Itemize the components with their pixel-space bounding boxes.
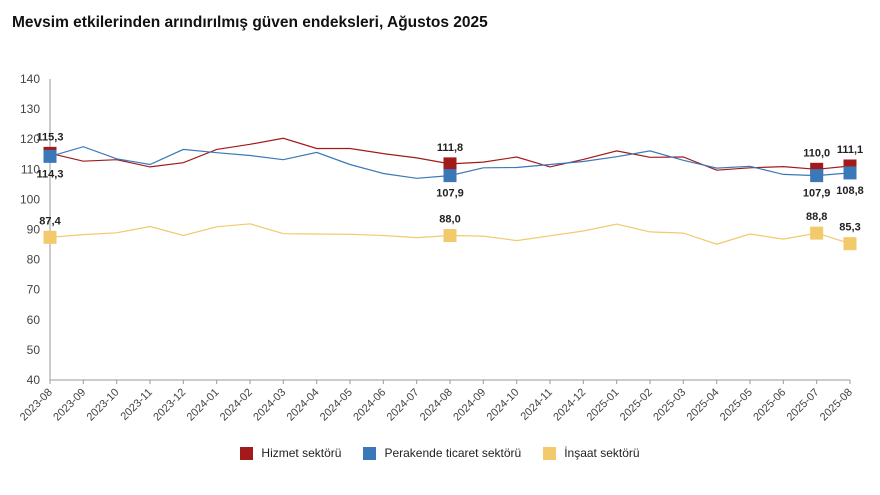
data-label: 85,3 bbox=[839, 222, 860, 234]
data-label: 111,1 bbox=[837, 144, 863, 156]
y-tick-label: 100 bbox=[20, 192, 40, 206]
x-tick-label: 2025-06 bbox=[751, 386, 788, 423]
x-tick-label: 2025-07 bbox=[785, 386, 822, 423]
data-label: 114,3 bbox=[37, 168, 64, 180]
data-label: 107,9 bbox=[436, 188, 464, 200]
data-marker-1 bbox=[43, 149, 57, 163]
data-marker-1 bbox=[843, 166, 857, 180]
x-tick-label: 2023-09 bbox=[51, 386, 88, 423]
y-tick-label: 80 bbox=[27, 253, 41, 267]
x-tick-label: 2024-03 bbox=[251, 386, 288, 423]
x-tick-label: 2024-02 bbox=[218, 386, 255, 423]
data-marker-2 bbox=[843, 237, 857, 251]
data-label: 110,0 bbox=[803, 147, 830, 159]
x-tick-label: 2025-05 bbox=[718, 386, 755, 423]
y-tick-label: 120 bbox=[20, 132, 40, 146]
data-label: 107,9 bbox=[803, 188, 831, 200]
x-tick-label: 2024-08 bbox=[418, 386, 455, 423]
legend-item-insaat[interactable]: İnşaat sektörü bbox=[543, 446, 640, 460]
data-label: 111,8 bbox=[437, 142, 463, 154]
x-tick-label: 2024-10 bbox=[485, 386, 522, 423]
data-marker-2 bbox=[443, 229, 457, 243]
x-tick-label: 2024-06 bbox=[351, 386, 388, 423]
data-marker-2 bbox=[43, 230, 57, 244]
x-tick-label: 2024-09 bbox=[451, 386, 488, 423]
x-tick-label: 2024-07 bbox=[385, 386, 422, 423]
y-tick-label: 50 bbox=[27, 343, 41, 357]
data-label: 108,8 bbox=[836, 185, 864, 197]
chart-legend: Hizmet sektörü Perakende ticaret sektörü… bbox=[0, 446, 880, 460]
legend-label-hizmet: Hizmet sektörü bbox=[261, 446, 342, 460]
data-label: 88,8 bbox=[806, 211, 827, 223]
data-marker-1 bbox=[810, 169, 824, 183]
legend-item-perakende[interactable]: Perakende ticaret sektörü bbox=[363, 446, 521, 460]
legend-swatch-hizmet bbox=[240, 446, 254, 460]
x-tick-label: 2023-10 bbox=[85, 386, 122, 423]
y-tick-label: 110 bbox=[21, 162, 40, 176]
x-tick-label: 2024-11 bbox=[518, 386, 554, 422]
legend-label-perakende: Perakende ticaret sektörü bbox=[384, 446, 522, 460]
x-tick-label: 2025-04 bbox=[685, 386, 722, 423]
line-chart: 40 50 60 70 80 90 100 110 120 130 140 2023-082023-0… bbox=[18, 72, 864, 423]
x-tick-label: 2025-08 bbox=[818, 386, 855, 423]
y-tick-label: 70 bbox=[27, 283, 41, 297]
legend-swatch-perakende bbox=[363, 446, 377, 460]
x-tick-label: 2024-12 bbox=[551, 386, 588, 423]
data-label: 115,3 bbox=[37, 131, 64, 143]
y-tick-label: 60 bbox=[27, 313, 41, 327]
data-label: 87,4 bbox=[39, 215, 61, 227]
x-tick-label: 2025-02 bbox=[618, 386, 655, 423]
x-tick-label: 2025-01 bbox=[585, 386, 622, 423]
data-marker-2 bbox=[810, 226, 824, 240]
legend-label-insaat: İnşaat sektörü bbox=[564, 446, 640, 460]
legend-item-hizmet[interactable]: Hizmet sektörü bbox=[240, 446, 341, 460]
data-marker-1 bbox=[443, 169, 457, 183]
x-tick-label: 2023-12 bbox=[151, 386, 188, 423]
x-tick-label: 2025-03 bbox=[651, 386, 688, 423]
y-tick-label: 90 bbox=[27, 223, 41, 237]
legend-swatch-insaat bbox=[543, 446, 557, 460]
x-tick-label: 2024-04 bbox=[285, 386, 322, 423]
data-label: 88,0 bbox=[439, 214, 460, 226]
y-tick-label: 40 bbox=[27, 373, 41, 387]
chart-title: Mevsim etkilerinden arındırılmış güven e… bbox=[12, 14, 488, 31]
x-tick-label: 2023-08 bbox=[18, 386, 55, 423]
x-tick-label: 2023-11 bbox=[118, 386, 154, 422]
y-tick-label: 130 bbox=[20, 102, 40, 116]
x-tick-label: 2024-05 bbox=[318, 386, 355, 423]
x-tick-label: 2024-01 bbox=[185, 386, 222, 423]
y-tick-label: 140 bbox=[20, 72, 40, 86]
data-marker-0 bbox=[443, 157, 457, 171]
